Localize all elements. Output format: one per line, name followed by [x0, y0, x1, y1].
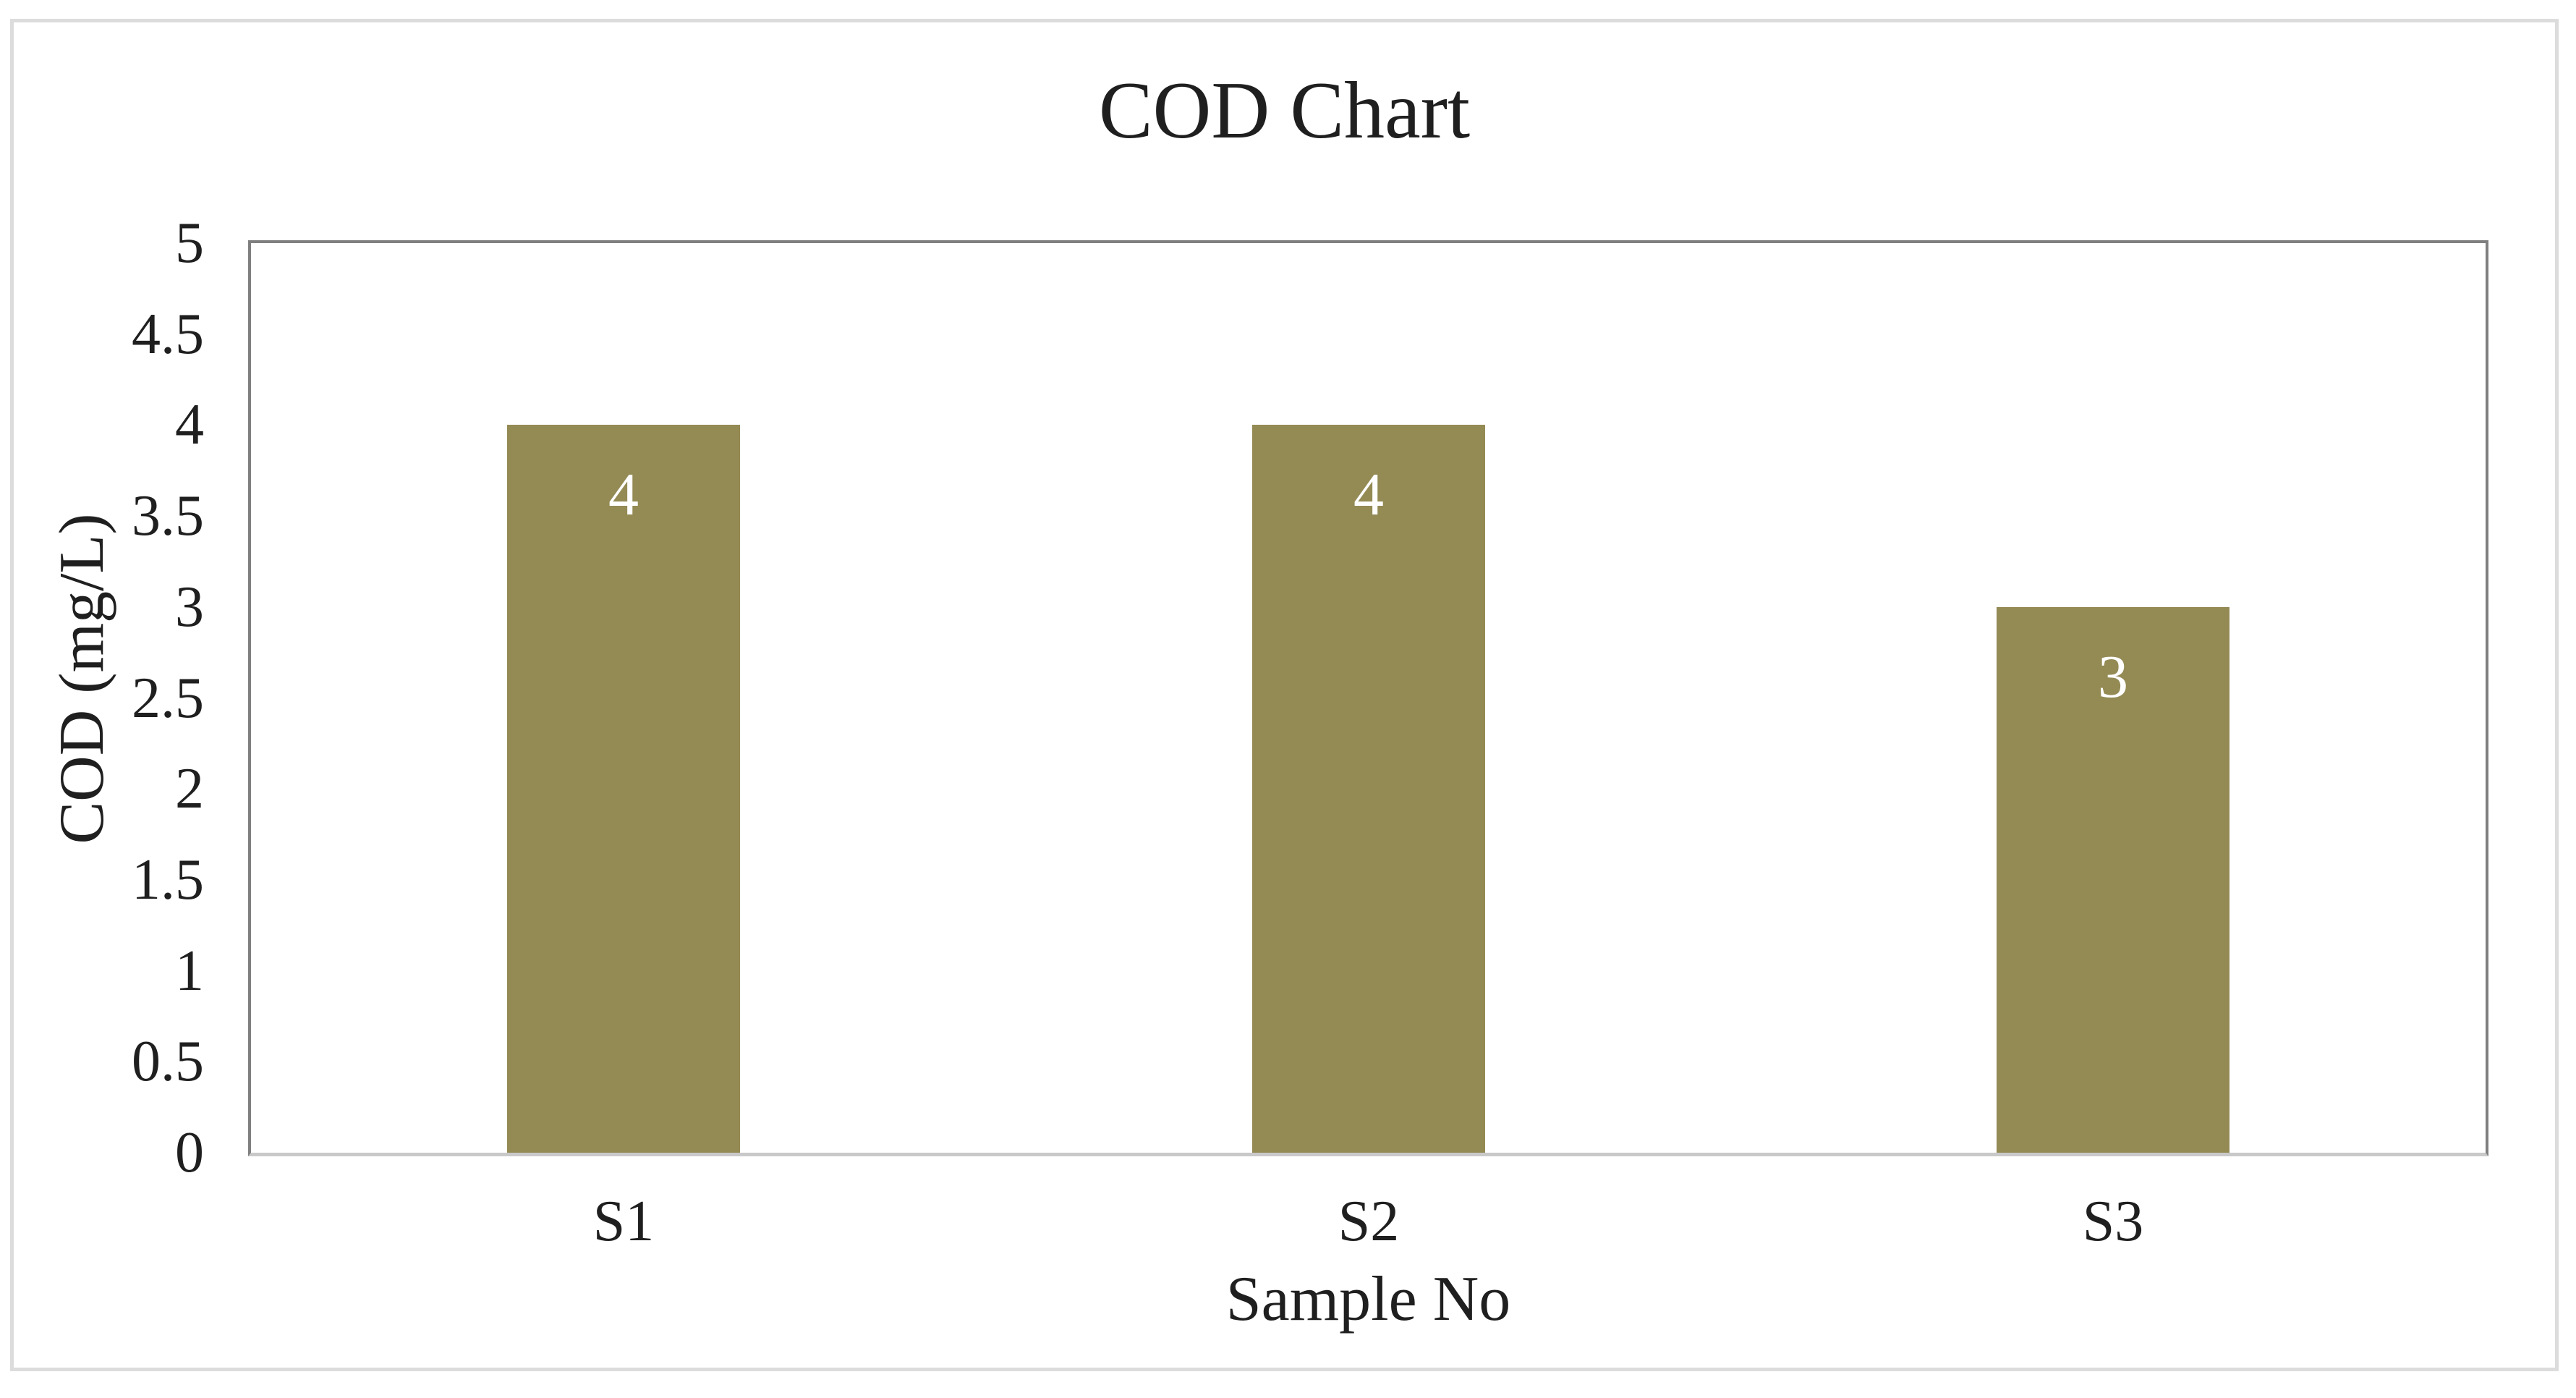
plot-inner: 4 4 3 [251, 243, 2486, 1153]
y-tick-label-1.5: 1.5 [132, 847, 204, 912]
y-tick-label-1: 1 [175, 939, 204, 1003]
y-tick-label-2: 2 [175, 757, 204, 821]
y-tick-label-0.5: 0.5 [132, 1030, 204, 1094]
x-axis-title: Sample No [1225, 1264, 1511, 1334]
x-tick-label-s1: S1 [592, 1190, 655, 1253]
x-tick-label-s3: S3 [2082, 1190, 2144, 1253]
bar-s2: 4 [1252, 425, 1485, 1153]
bar-s3: 3 [1997, 607, 2229, 1153]
plot-area: 4 4 3 [248, 240, 2488, 1156]
bar-value-label-s3: 3 [2098, 643, 2128, 711]
y-tick-label-4: 4 [175, 393, 204, 457]
x-tick-label-s2: S2 [1338, 1190, 1400, 1253]
y-tick-label-2.5: 2.5 [132, 666, 204, 730]
y-tick-label-0: 0 [175, 1121, 204, 1185]
y-tick-label-3.5: 3.5 [132, 484, 204, 548]
bar-s1: 4 [507, 425, 740, 1153]
chart-title: COD Chart [1098, 66, 1471, 156]
bar-value-label-s1: 4 [608, 461, 639, 528]
y-tick-label-3: 3 [175, 575, 204, 639]
y-tick-label-4.5: 4.5 [132, 302, 204, 366]
y-tick-label-5: 5 [175, 211, 204, 275]
bar-value-label-s2: 4 [1353, 461, 1384, 528]
